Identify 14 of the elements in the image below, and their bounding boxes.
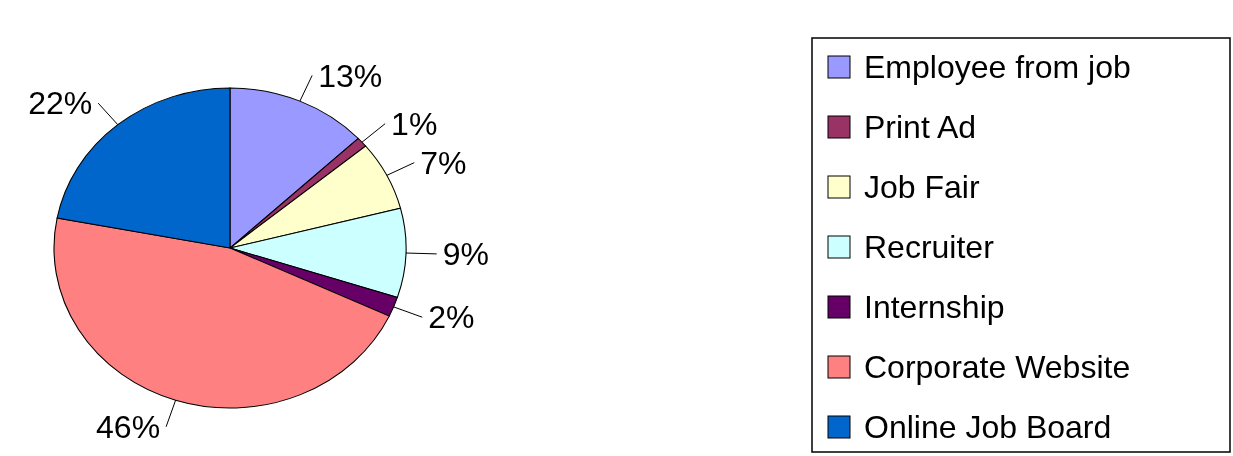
data-label: 13% [318,57,383,94]
data-label: 46% [96,409,161,445]
legend-label: Print Ad [864,109,977,146]
data-label: 1% [391,105,438,142]
legend-label: Corporate Website [864,349,1131,386]
data-label: 2% [428,299,475,336]
legend-label: Employee from job [864,49,1131,86]
legend-label: Job Fair [864,169,980,206]
data-label: 22% [28,85,93,122]
legend-label: Internship [864,289,1005,326]
legend-label: Online Job Board [864,409,1112,446]
data-label: 7% [420,144,467,181]
legend-label: Recruiter [864,229,995,266]
data-label: 9% [442,236,489,273]
